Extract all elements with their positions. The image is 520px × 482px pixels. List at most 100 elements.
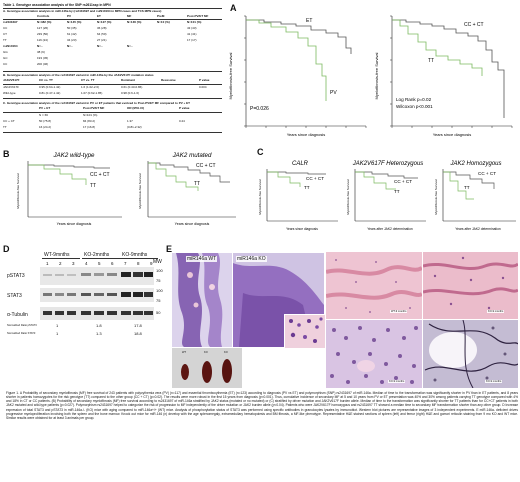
chart-b-right-tt-line [148,162,199,191]
chart-b-left-cc-ct-line [28,164,110,169]
table-cell: 127 (26) [37,26,49,30]
blot-norm2-v1: 1 [56,331,59,336]
table-section-a: A. Genotype association analysis in miR-… [3,9,162,13]
table-cell: 239 (50) [37,32,49,36]
table-cell: N=.. [37,44,43,48]
table-divider [3,19,222,20]
chart-a2-ylabel: Myelofibrosis-free Survival [374,52,379,99]
chart-c-calr-line-cc-ct: CC + CT [306,176,324,181]
table-header-cell: Post-PV/ET MF [83,106,105,110]
table-cell: 64 (50) [97,32,107,36]
table-cell: 43 (43) [187,26,197,30]
table-cell: N=101 (%) [83,113,98,117]
table-cell: N = 66 [39,113,48,117]
table-cell: 61 (42) [67,32,77,36]
genotype-table: Table 1. Genotype association analysis o… [3,3,222,143]
table-header-cell: CT vs. TT [81,78,95,82]
table-cell: N=145 (%) [67,20,82,24]
chart-b-right-cc-ct-line [148,162,230,183]
chart-a1-ticks [244,15,367,128]
blot-lane-number: 8 [137,261,140,266]
blot-norm-label-1: Normalized Ratio pSTAT3 [7,324,37,327]
spleen-label-ko-2: KO [224,351,228,354]
panel-label-c: C [257,147,264,157]
panel-label-e: E [166,244,173,254]
chart-c-heterozygous: JAK2V617F Heterozygous Myelofibrosis-fre… [346,161,426,231]
blot-lane-number: 1 [46,261,49,266]
table-header-cell: PV [67,14,72,18]
histo-ko-9m-3: KO-9 months [423,320,518,388]
table-cell: 0.81 (0.47-1.42) [39,91,61,95]
blot-strip-pstat3 [40,267,154,285]
table-cell: GC [3,56,8,60]
chart-c-het-line-cc-ct: CC + CT [394,179,412,184]
chart-c-het-line-tt: TT [394,189,400,194]
chart-b-left-tt-line [28,164,87,185]
chart-b-left-xlabel: Years since diagnosis [57,222,92,226]
chart-c-ylabel-hom: Myelofibrosis-free Survival [434,179,438,215]
table-header-cell: Recessive [161,78,176,82]
chart-c-title-het: JAK2V617F Heterozygous [352,161,424,167]
blot-row-stat3: STAT3 [7,293,22,299]
blot-mw-2: 75 [156,278,161,283]
chart-c: CALR Myelofibrosis-free Survival CC + CT… [258,161,516,231]
table-cell: CC + CT [3,119,15,123]
blot-norm1-v1: 1 [56,323,59,328]
group-bracket [42,258,80,259]
chart-b-right-ylabel: Myelofibrosis-free Survival [138,173,142,209]
table-header-cell: CC vs. TT [39,78,53,82]
table-cell: 0.95 (0.64-1.42) [39,85,61,89]
table-cell: CC [3,62,8,66]
table-divider [3,71,222,72]
table-cell: N=.. [127,44,133,48]
chart-b-left-line-tt: TT [90,183,96,189]
table-header-cell: ET [97,14,101,18]
blot-row-tubulin: α-Tubulin [7,312,28,318]
chart-c-hom-line-cc-ct: CC + CT [478,171,496,176]
table-body-a: rs2431697 N=482 (%) N=145 (%) N=127 (%) N=13… [3,20,222,70]
chart-c-xlabel-hom: Years after JAK2 determination [455,227,501,231]
chart-b-right-line-tt: TT [194,181,200,187]
chart-a1: Myelofibrosis-free Survival ET PV P=0.02… [228,15,367,137]
table-cell: 193 (45) [37,56,49,60]
table-cell: CC [3,26,8,30]
chart-b-right-xlabel: Years since diagnosis [175,222,210,226]
histo-wt-9m: WT-9 months [326,252,422,319]
table-header-c: PV + ET Post-PV/ET MF OR (95% CI) P value [3,106,222,111]
chart-a2-line-tt: TT [428,58,434,64]
chart-c-hom-line-tt: TT [464,185,470,190]
table-cell: 116 (24) [37,38,48,42]
blot-lane-number: 6 [111,261,114,266]
blot-group-3: KO-9mnths [122,252,148,258]
histo-label-ko-9m-2: KO-9 months [388,380,406,383]
chart-a2-axes [391,16,512,127]
chart-c-xlabel-het: Years after JAK2 determination [367,227,413,231]
table-cell: N=.. [97,44,103,48]
histo-label-ko-9m-1: KO-9 months [487,310,505,313]
chart-b-right: JAK2 mutated Myelofibrosis-free Survival… [138,152,236,226]
table-header-b: JAK2V617F CC vs. TT CT vs. TT Dominant Reces… [3,78,222,83]
chart-c-calr: CALR Myelofibrosis-free Survival CC + CT… [258,161,338,231]
table-cell: 41 (41) [187,32,197,36]
histology-inset [284,314,326,349]
caption-p4: E miR-146a- deficient drives progressive… [6,407,518,420]
table-cell: 34 (23) [67,38,77,42]
chart-b-left-line-cc-ct: CC + CT [90,172,110,178]
blot-norm-label-2: Normalized Ratio STAT3 [7,332,36,335]
table-divider [3,8,222,9]
chart-a2-ticks [390,15,513,128]
table-cell: 16 (24.2) [39,125,52,129]
blot-group-1: WT-9mnths [44,252,70,258]
table-header-cell: P value [179,106,190,110]
spleen-photo: WT KO KO [172,348,242,388]
blot-mw-4: 75 [156,298,161,303]
table-cell: 0.004 [199,85,207,89]
table-header-cell: JAK2V617F [3,78,20,82]
chart-a2-line-cc-ct: CC + CT [464,22,484,28]
chart-c-calr-line-tt: TT [304,185,310,190]
table-cell: JAK2V617F [3,85,20,89]
chart-a2-cc-ct-line [392,19,505,118]
group-bracket [120,258,158,259]
chart-c-xlabel-calr: Years since diagnosis [286,227,318,231]
chart-a1-pv-line [246,19,327,101]
